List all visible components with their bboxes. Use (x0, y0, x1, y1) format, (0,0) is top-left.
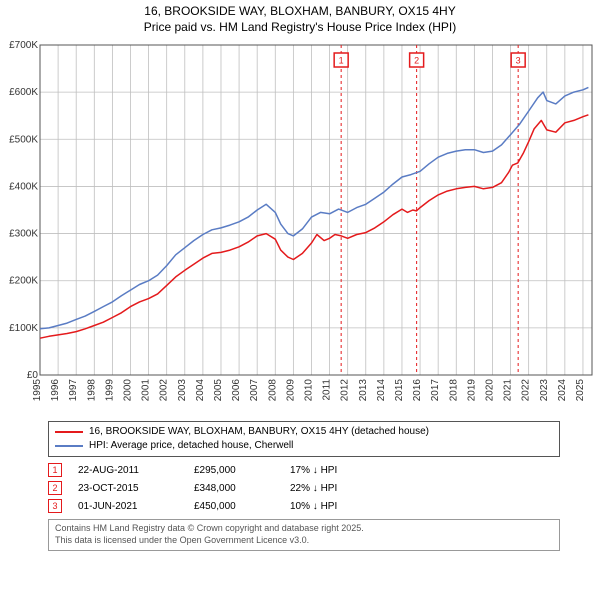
svg-text:1999: 1999 (104, 379, 115, 402)
svg-text:2025: 2025 (575, 379, 586, 402)
title-address: 16, BROOKSIDE WAY, BLOXHAM, BANBURY, OX1… (0, 4, 600, 20)
event-price-3: £450,000 (194, 501, 274, 512)
legend-swatch-red (55, 431, 83, 433)
legend-label-red: 16, BROOKSIDE WAY, BLOXHAM, BANBURY, OX1… (89, 425, 429, 439)
svg-text:2002: 2002 (159, 379, 170, 402)
event-diff-1: 17% ↓ HPI (290, 465, 370, 476)
svg-text:2004: 2004 (195, 379, 206, 402)
svg-text:2005: 2005 (213, 379, 224, 402)
title-subtitle: Price paid vs. HM Land Registry's House … (0, 20, 600, 36)
event-marker-3: 3 (48, 499, 62, 513)
svg-text:£600K: £600K (9, 87, 38, 98)
svg-text:2022: 2022 (521, 379, 532, 402)
footer-line-1: Contains HM Land Registry data © Crown c… (55, 523, 553, 535)
svg-text:1: 1 (339, 56, 344, 66)
event-price-2: £348,000 (194, 483, 274, 494)
svg-text:2011: 2011 (322, 379, 333, 401)
event-date-2: 23-OCT-2015 (78, 483, 178, 494)
svg-text:1995: 1995 (32, 379, 43, 402)
svg-text:2023: 2023 (539, 379, 550, 402)
svg-text:2006: 2006 (231, 379, 242, 402)
event-diff-2: 22% ↓ HPI (290, 483, 370, 494)
svg-text:2012: 2012 (340, 379, 351, 402)
svg-text:2013: 2013 (358, 379, 369, 402)
svg-text:2024: 2024 (557, 379, 568, 402)
attribution-footer: Contains HM Land Registry data © Crown c… (48, 519, 560, 550)
svg-text:2009: 2009 (285, 379, 296, 402)
svg-text:£100K: £100K (9, 323, 38, 334)
event-marker-2: 2 (48, 481, 62, 495)
footer-line-2: This data is licensed under the Open Gov… (55, 535, 553, 547)
legend-label-blue: HPI: Average price, detached house, Cher… (89, 439, 293, 453)
event-diff-3: 10% ↓ HPI (290, 501, 370, 512)
svg-text:2014: 2014 (376, 379, 387, 402)
chart-area: £0£100K£200K£300K£400K£500K£600K£700K199… (0, 37, 600, 417)
svg-text:£400K: £400K (9, 182, 38, 193)
chart-title: 16, BROOKSIDE WAY, BLOXHAM, BANBURY, OX1… (0, 0, 600, 37)
svg-text:2001: 2001 (141, 379, 152, 402)
event-row-2: 2 23-OCT-2015 £348,000 22% ↓ HPI (48, 479, 560, 497)
event-row-1: 1 22-AUG-2011 £295,000 17% ↓ HPI (48, 461, 560, 479)
events-table: 1 22-AUG-2011 £295,000 17% ↓ HPI 2 23-OC… (48, 461, 560, 515)
svg-text:£500K: £500K (9, 134, 38, 145)
svg-text:2007: 2007 (249, 379, 260, 402)
svg-text:2018: 2018 (448, 379, 459, 402)
event-marker-1: 1 (48, 463, 62, 477)
svg-text:2010: 2010 (303, 379, 314, 402)
event-date-3: 01-JUN-2021 (78, 501, 178, 512)
svg-text:2017: 2017 (430, 379, 441, 402)
svg-text:2: 2 (414, 56, 419, 66)
svg-text:2021: 2021 (503, 379, 514, 402)
svg-text:£700K: £700K (9, 40, 38, 51)
svg-text:2000: 2000 (122, 379, 133, 402)
event-price-1: £295,000 (194, 465, 274, 476)
line-chart: £0£100K£200K£300K£400K£500K£600K£700K199… (0, 37, 600, 417)
legend-item-blue: HPI: Average price, detached house, Cher… (55, 439, 553, 453)
svg-text:2020: 2020 (484, 379, 495, 402)
legend-item-red: 16, BROOKSIDE WAY, BLOXHAM, BANBURY, OX1… (55, 425, 553, 439)
svg-text:2003: 2003 (177, 379, 188, 402)
svg-text:2019: 2019 (466, 379, 477, 402)
svg-text:2016: 2016 (412, 379, 423, 402)
svg-text:£200K: £200K (9, 276, 38, 287)
svg-text:3: 3 (516, 56, 521, 66)
svg-text:1996: 1996 (50, 379, 61, 402)
svg-text:1997: 1997 (68, 379, 79, 402)
event-date-1: 22-AUG-2011 (78, 465, 178, 476)
svg-text:2008: 2008 (267, 379, 278, 402)
legend-swatch-blue (55, 445, 83, 447)
chart-legend: 16, BROOKSIDE WAY, BLOXHAM, BANBURY, OX1… (48, 421, 560, 457)
svg-text:2015: 2015 (394, 379, 405, 402)
svg-text:£300K: £300K (9, 229, 38, 240)
svg-text:1998: 1998 (86, 379, 97, 402)
event-row-3: 3 01-JUN-2021 £450,000 10% ↓ HPI (48, 497, 560, 515)
